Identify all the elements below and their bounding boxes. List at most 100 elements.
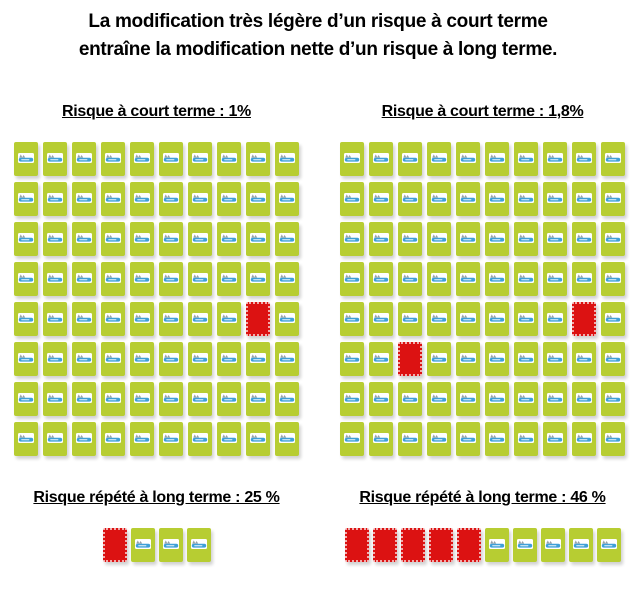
risk-cell-green	[275, 422, 299, 456]
card-logo-icon	[250, 352, 266, 363]
card-logo-icon	[488, 538, 505, 549]
card-logo-icon	[373, 352, 389, 363]
risk-cell-green	[246, 382, 270, 416]
card-logo-icon	[431, 232, 447, 243]
card-logo-icon	[76, 272, 92, 283]
card-logo-icon	[460, 232, 476, 243]
card-logo-icon	[344, 152, 360, 163]
card-logo-icon	[47, 232, 63, 243]
card-logo-icon	[460, 312, 476, 323]
risk-cell-green	[275, 222, 299, 256]
card-logo-icon	[18, 312, 34, 323]
card-logo-icon	[402, 392, 418, 403]
risk-cell-green	[514, 182, 538, 216]
risk-cell-green	[514, 302, 538, 336]
card-logo-icon	[402, 272, 418, 283]
risk-cell-green	[72, 142, 96, 176]
risk-cell-green	[188, 422, 212, 456]
risk-cell-green	[159, 342, 183, 376]
risk-cell-red	[344, 528, 369, 562]
risk-cell-green	[369, 262, 393, 296]
card-logo-icon	[460, 352, 476, 363]
card-logo-icon	[163, 312, 179, 323]
risk-cell-green	[601, 142, 625, 176]
card-logo-icon	[192, 152, 208, 163]
risk-cell-green	[101, 182, 125, 216]
card-logo-icon	[402, 152, 418, 163]
risk-cell-green	[340, 342, 364, 376]
risk-cell-red	[398, 342, 422, 376]
card-logo-icon	[402, 312, 418, 323]
card-logo-icon	[250, 432, 266, 443]
risk-cell-green	[543, 382, 567, 416]
icon-array-long-term-46pct	[340, 528, 625, 562]
card-logo-icon	[518, 192, 534, 203]
card-logo-icon	[402, 432, 418, 443]
card-logo-icon	[373, 192, 389, 203]
risk-cell-green	[427, 382, 451, 416]
risk-cell-green	[275, 182, 299, 216]
risk-cell-green	[130, 262, 154, 296]
card-logo-icon	[547, 312, 563, 323]
risk-cell-green	[456, 302, 480, 336]
card-logo-icon	[605, 432, 621, 443]
risk-cell-green	[246, 342, 270, 376]
card-logo-icon	[18, 272, 34, 283]
card-logo-icon	[605, 152, 621, 163]
card-logo-icon	[279, 272, 295, 283]
risk-cell-green	[14, 222, 38, 256]
card-logo-icon	[605, 392, 621, 403]
risk-cell-green	[14, 302, 38, 336]
card-logo-icon	[489, 392, 505, 403]
risk-cell-green	[456, 222, 480, 256]
card-logo-icon	[402, 192, 418, 203]
risk-cell-green	[72, 262, 96, 296]
page-title: La modification très légère d’un risque …	[0, 8, 636, 64]
risk-cell-green	[514, 342, 538, 376]
card-logo-icon	[279, 352, 295, 363]
card-logo-icon	[344, 392, 360, 403]
card-logo-icon	[460, 152, 476, 163]
risk-cell-red	[400, 528, 425, 562]
card-logo-icon	[489, 432, 505, 443]
card-logo-icon	[460, 272, 476, 283]
risk-cell-green	[369, 182, 393, 216]
risk-cell-green	[101, 422, 125, 456]
card-logo-icon	[576, 272, 592, 283]
risk-cell-green	[130, 382, 154, 416]
card-logo-icon	[431, 192, 447, 203]
card-logo-icon	[221, 272, 237, 283]
card-logo-icon	[47, 392, 63, 403]
card-logo-icon	[576, 192, 592, 203]
card-logo-icon	[47, 432, 63, 443]
risk-cell-green	[188, 342, 212, 376]
risk-cell-green	[43, 342, 67, 376]
risk-cell-green	[601, 182, 625, 216]
risk-cell-red	[372, 528, 397, 562]
risk-cell-green	[601, 422, 625, 456]
card-logo-icon	[76, 312, 92, 323]
risk-cell-green	[601, 262, 625, 296]
risk-cell-green	[188, 262, 212, 296]
card-logo-icon	[402, 232, 418, 243]
panel-short-term-1pct: Risque à court terme : 1%	[14, 100, 299, 456]
risk-cell-red	[246, 302, 270, 336]
risk-cell-green	[43, 382, 67, 416]
risk-cell-green	[72, 182, 96, 216]
risk-cell-green	[14, 382, 38, 416]
icon-array-short-term-1-8pct	[340, 142, 625, 456]
card-logo-icon	[105, 232, 121, 243]
card-logo-icon	[344, 312, 360, 323]
card-logo-icon	[344, 272, 360, 283]
risk-cell-green	[101, 222, 125, 256]
risk-cell-green	[275, 302, 299, 336]
panel-label-short-term-1-8pct: Risque à court terme : 1,8%	[381, 103, 584, 120]
risk-cell-green	[427, 302, 451, 336]
risk-cell-green	[188, 382, 212, 416]
risk-cell-green	[130, 182, 154, 216]
risk-cell-green	[398, 382, 422, 416]
risk-cell-green	[188, 222, 212, 256]
icon-array-long-term-25pct	[14, 528, 299, 562]
risk-cell-green	[427, 342, 451, 376]
